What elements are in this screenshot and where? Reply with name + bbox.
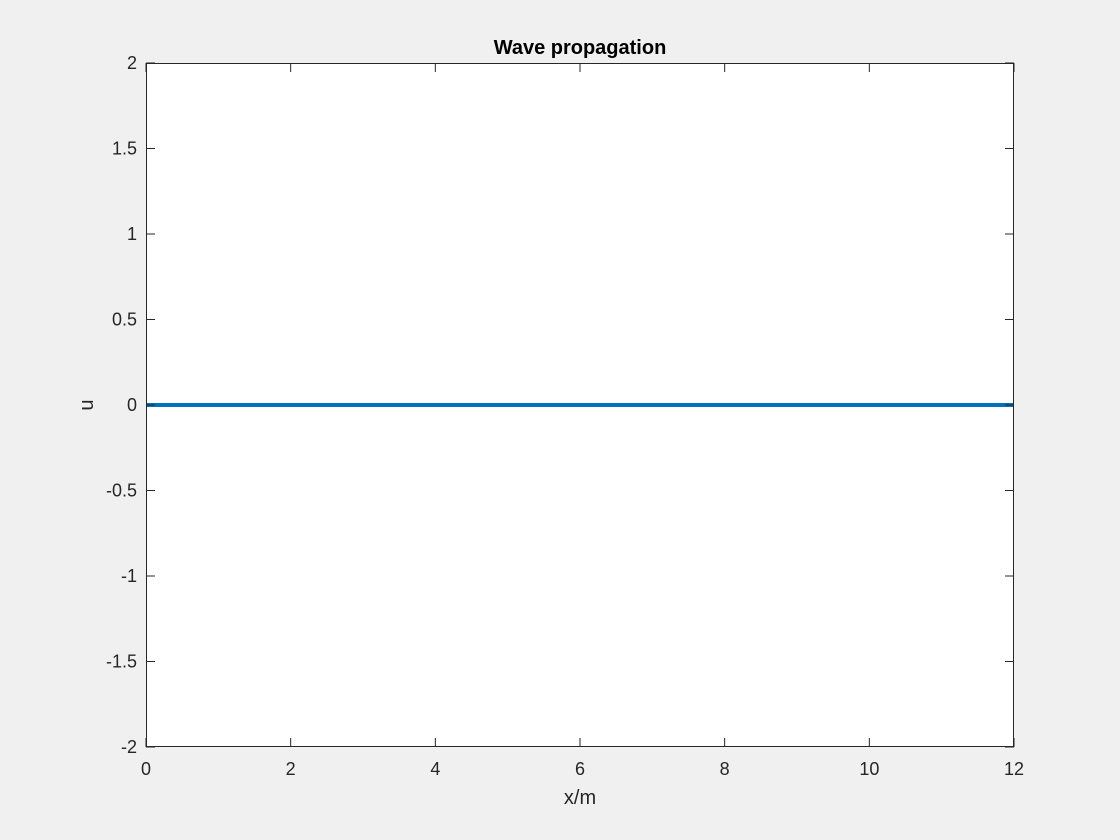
x-tick-label: 2 (286, 759, 296, 779)
y-tick-label: 1.5 (112, 139, 137, 159)
x-tick-label: 12 (1004, 759, 1024, 779)
x-tick-label: 8 (720, 759, 730, 779)
y-tick-label: 0.5 (112, 310, 137, 330)
x-tick-label: 0 (141, 759, 151, 779)
y-axis-label: u (76, 399, 98, 410)
y-tick-label: -1 (121, 566, 137, 586)
y-ticks: -2 -1.5 -1 -0.5 0 0.5 1 1.5 2 (106, 53, 1014, 757)
y-tick-label: -0.5 (106, 481, 137, 501)
y-tick-label: 0 (127, 395, 137, 415)
y-tick-label: -2 (121, 737, 137, 757)
x-tick-label: 6 (575, 759, 585, 779)
chart-title: Wave propagation (494, 37, 667, 59)
y-tick-label: -1.5 (106, 652, 137, 672)
y-tick-label: 1 (127, 224, 137, 244)
x-tick-label: 10 (859, 759, 879, 779)
x-tick-label: 4 (430, 759, 440, 779)
y-tick-label: 2 (127, 53, 137, 73)
x-ticks: 0 2 4 6 8 10 12 (141, 63, 1024, 779)
x-axis-label: x/m (564, 787, 596, 809)
